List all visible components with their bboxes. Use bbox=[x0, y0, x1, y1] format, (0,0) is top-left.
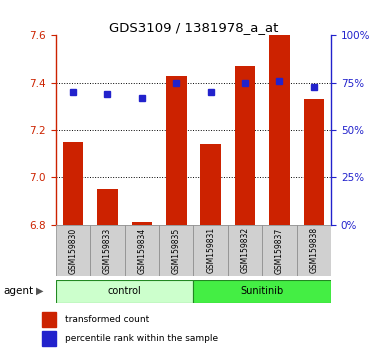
Text: agent: agent bbox=[4, 286, 34, 296]
Bar bbox=[297, 225, 331, 276]
Text: percentile rank within the sample: percentile rank within the sample bbox=[65, 335, 218, 343]
Text: GSM159834: GSM159834 bbox=[137, 227, 146, 274]
Text: Sunitinib: Sunitinib bbox=[241, 286, 284, 296]
Bar bbox=[125, 225, 159, 276]
Text: ▶: ▶ bbox=[36, 286, 43, 296]
Text: GSM159837: GSM159837 bbox=[275, 227, 284, 274]
Text: GSM159833: GSM159833 bbox=[103, 227, 112, 274]
Text: GSM159838: GSM159838 bbox=[310, 227, 318, 274]
Bar bbox=[269, 35, 290, 225]
Text: GSM159831: GSM159831 bbox=[206, 227, 215, 274]
Bar bbox=[303, 99, 324, 225]
Bar bbox=[90, 225, 125, 276]
Title: GDS3109 / 1381978_a_at: GDS3109 / 1381978_a_at bbox=[109, 21, 278, 34]
Text: GSM159832: GSM159832 bbox=[241, 227, 249, 274]
Text: GSM159830: GSM159830 bbox=[69, 227, 77, 274]
Bar bbox=[42, 312, 56, 327]
Bar bbox=[194, 280, 331, 303]
Bar bbox=[42, 331, 56, 346]
Text: transformed count: transformed count bbox=[65, 315, 149, 324]
Bar bbox=[132, 222, 152, 225]
Bar bbox=[262, 225, 297, 276]
Text: control: control bbox=[108, 286, 142, 296]
Bar bbox=[166, 76, 187, 225]
Text: GSM159835: GSM159835 bbox=[172, 227, 181, 274]
Bar bbox=[56, 280, 194, 303]
Bar bbox=[200, 144, 221, 225]
Bar bbox=[63, 142, 83, 225]
Bar bbox=[228, 225, 262, 276]
Bar bbox=[235, 66, 255, 225]
Bar bbox=[56, 225, 90, 276]
Bar bbox=[159, 225, 194, 276]
Bar bbox=[194, 225, 228, 276]
Bar bbox=[97, 189, 118, 225]
